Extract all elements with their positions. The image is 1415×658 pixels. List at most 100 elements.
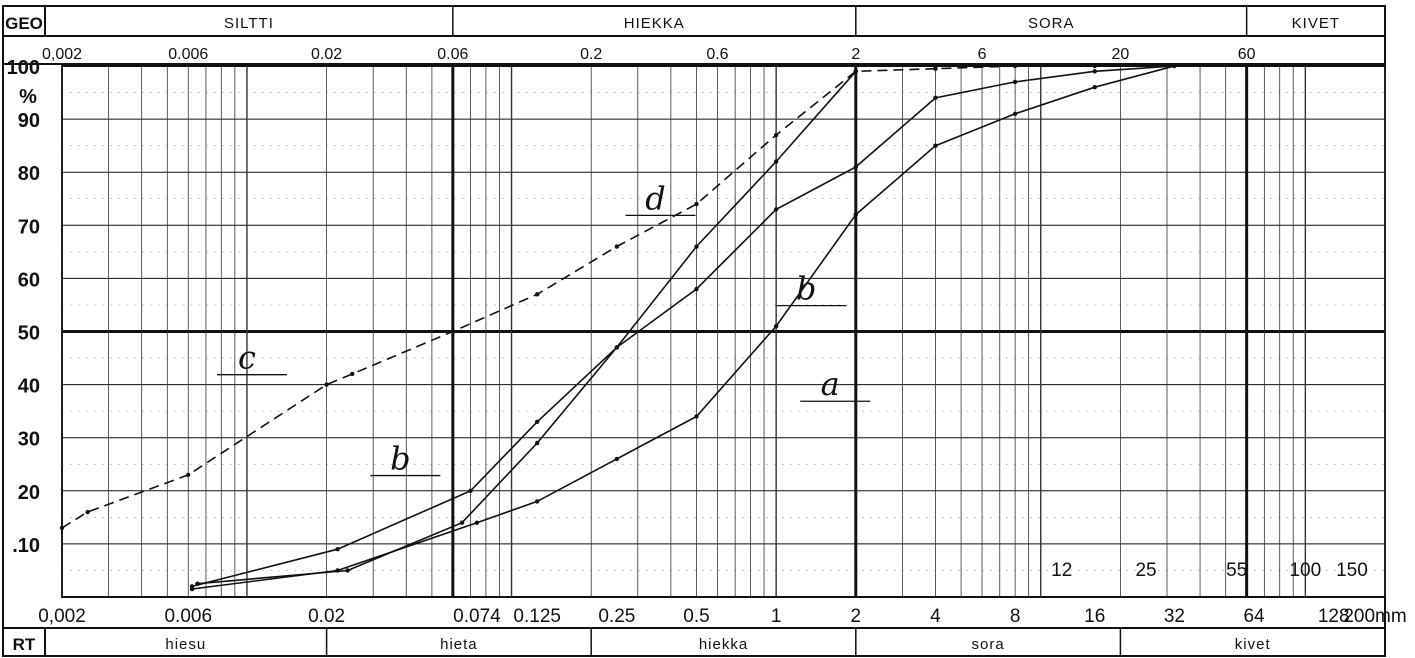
bottom-tick-label: 0.5 [683, 606, 709, 627]
series-point [694, 244, 699, 249]
series-point [324, 382, 329, 387]
bottom-tick-label: 1 [771, 606, 782, 627]
series-point [773, 132, 779, 138]
annotation-label: c [238, 339, 256, 377]
series-point [186, 472, 191, 478]
y-tick-label: 30 [18, 429, 40, 451]
series-point [335, 547, 340, 552]
bottom-tick-label: 16 [1084, 606, 1105, 627]
bottom-tick-label: 0.25 [598, 606, 635, 627]
geo-title: GEO [5, 14, 43, 33]
top-tick-label: 0.02 [311, 46, 342, 63]
series-point [474, 520, 480, 525]
bottom-tick-label: 0,002 [38, 606, 86, 627]
y-tick-label: 100 [7, 57, 40, 79]
series-point [189, 584, 195, 589]
series-point [773, 323, 779, 329]
series-point [1012, 63, 1018, 69]
series-point [614, 345, 620, 350]
series-point [459, 520, 465, 525]
top-tick-label: 20 [1112, 46, 1130, 63]
top-tick-label: 0.06 [437, 46, 468, 63]
series-point [195, 581, 200, 586]
y-tick-label: 20 [18, 482, 40, 504]
series-point [933, 95, 938, 101]
series-point [1012, 111, 1018, 116]
y-tick-label: 80 [18, 163, 40, 185]
top-band-label: HIEKKA [624, 15, 685, 32]
series-point [853, 212, 858, 217]
series-point [773, 207, 779, 212]
inner-scale-label: 12 [1051, 560, 1072, 581]
bottom-tick-label: 64 [1243, 606, 1265, 627]
annotation-label: b [796, 270, 816, 308]
series-point [773, 159, 779, 164]
bottom-tick-label: 32 [1164, 606, 1185, 627]
annotation-label: a [821, 365, 840, 403]
inner-scale-label: 25 [1135, 560, 1156, 581]
series-point [614, 456, 620, 462]
annotation-label: b [390, 440, 410, 478]
series-point [933, 66, 938, 71]
series-point [694, 201, 699, 207]
series-point [534, 292, 540, 297]
bottom-tick-label: 128 [1318, 606, 1350, 627]
annotation-label: d [645, 179, 665, 217]
y-tick-label: 50 [18, 323, 40, 345]
series-point [1172, 63, 1177, 69]
series-point [853, 164, 858, 170]
bottom-band-label: hieta [440, 636, 478, 653]
top-tick-label: 0,002 [42, 46, 82, 63]
y-tick-label: .10 [12, 535, 40, 557]
series-point [534, 499, 540, 504]
bottom-tick-label: 0.006 [164, 606, 212, 627]
top-band-label: SILTTI [224, 15, 274, 32]
y-tick-label: 40 [18, 376, 40, 398]
bottom-tick-label: 0.074 [453, 606, 501, 627]
top-tick-label: 60 [1238, 46, 1256, 63]
bottom-tick-label: 4 [930, 606, 941, 627]
inner-scale-label: 100 [1289, 560, 1321, 581]
series-line [191, 70, 857, 588]
bottom-tick-label: 8 [1010, 606, 1021, 627]
series-point [350, 371, 355, 377]
bottom-band-label: kivet [1235, 636, 1271, 653]
series-point [85, 509, 90, 515]
series-line [61, 65, 1095, 529]
bottom-tick-label: 0.125 [513, 606, 561, 627]
series-point [534, 419, 540, 424]
series-line [197, 65, 1175, 585]
top-tick-label: 2 [851, 46, 860, 63]
y-tick-label: 90 [18, 110, 40, 132]
bottom-band-label: hiesu [165, 636, 206, 653]
series-point [853, 69, 858, 74]
series-point [1092, 63, 1097, 69]
top-tick-label: 0.2 [580, 46, 602, 63]
bottom-tick-label: 200mm [1343, 606, 1406, 627]
series-point [614, 244, 620, 249]
series-line [191, 65, 1175, 590]
series-point [694, 286, 699, 292]
series-point [534, 440, 540, 446]
series-point [345, 568, 350, 573]
y-tick-label: 60 [18, 269, 40, 291]
inner-scale-label: 55 [1226, 560, 1247, 581]
top-band-label: KIVET [1292, 15, 1340, 32]
rt-title: RT [13, 635, 36, 654]
series-point [1092, 85, 1097, 90]
series-point [468, 488, 473, 493]
top-tick-label: 0.6 [706, 46, 728, 63]
bottom-band-label: hiekka [699, 636, 748, 653]
series-point [933, 143, 938, 148]
y-axis-unit: % [19, 86, 37, 108]
series-point [1012, 79, 1018, 85]
bottom-band-label: sora [972, 636, 1005, 653]
y-tick-label: 70 [18, 216, 40, 238]
series-point [450, 329, 456, 334]
top-tick-label: 6 [978, 46, 987, 63]
inner-scale-label: 150 [1336, 560, 1368, 581]
top-tick-label: 0.006 [168, 46, 208, 63]
bottom-tick-label: 2 [851, 606, 862, 627]
series-point [1092, 69, 1097, 74]
